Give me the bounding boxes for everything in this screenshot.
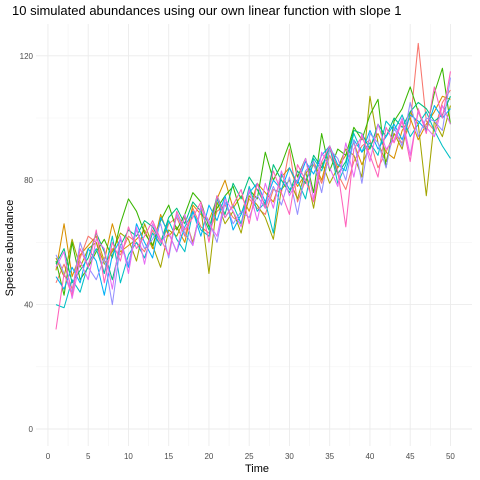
x-tick-label: 10 [124, 452, 133, 461]
minor-gridlines [36, 24, 472, 446]
series-line-6 [55, 111, 451, 309]
x-tick-label: 15 [164, 452, 173, 461]
series-line-4 [55, 67, 451, 296]
x-tick-label: 5 [86, 452, 91, 461]
series-line-10 [55, 71, 451, 330]
y-tick-label: 40 [24, 301, 33, 310]
x-tick-label: 50 [446, 452, 455, 461]
x-tick-label: 45 [406, 452, 415, 461]
y-tick-label: 0 [29, 425, 34, 434]
chart-title: 10 simulated abundances using our own li… [12, 3, 402, 18]
y-tick-label: 80 [24, 176, 33, 185]
x-axis-title: Time [245, 463, 269, 475]
major-gridlines [36, 24, 472, 446]
x-axis-tick-labels: 0 5 10 15 20 25 30 35 40 45 50 [46, 452, 456, 461]
x-tick-label: 30 [285, 452, 294, 461]
y-axis-title: Species abundance [4, 200, 16, 297]
y-tick-label: 120 [20, 52, 34, 61]
x-tick-label: 40 [365, 452, 374, 461]
x-tick-label: 0 [46, 452, 51, 461]
y-axis-tick-labels: 0 40 80 120 [20, 52, 34, 434]
x-tick-label: 35 [325, 452, 334, 461]
x-tick-label: 20 [204, 452, 213, 461]
x-tick-label: 25 [245, 452, 254, 461]
series-lines [55, 42, 451, 330]
